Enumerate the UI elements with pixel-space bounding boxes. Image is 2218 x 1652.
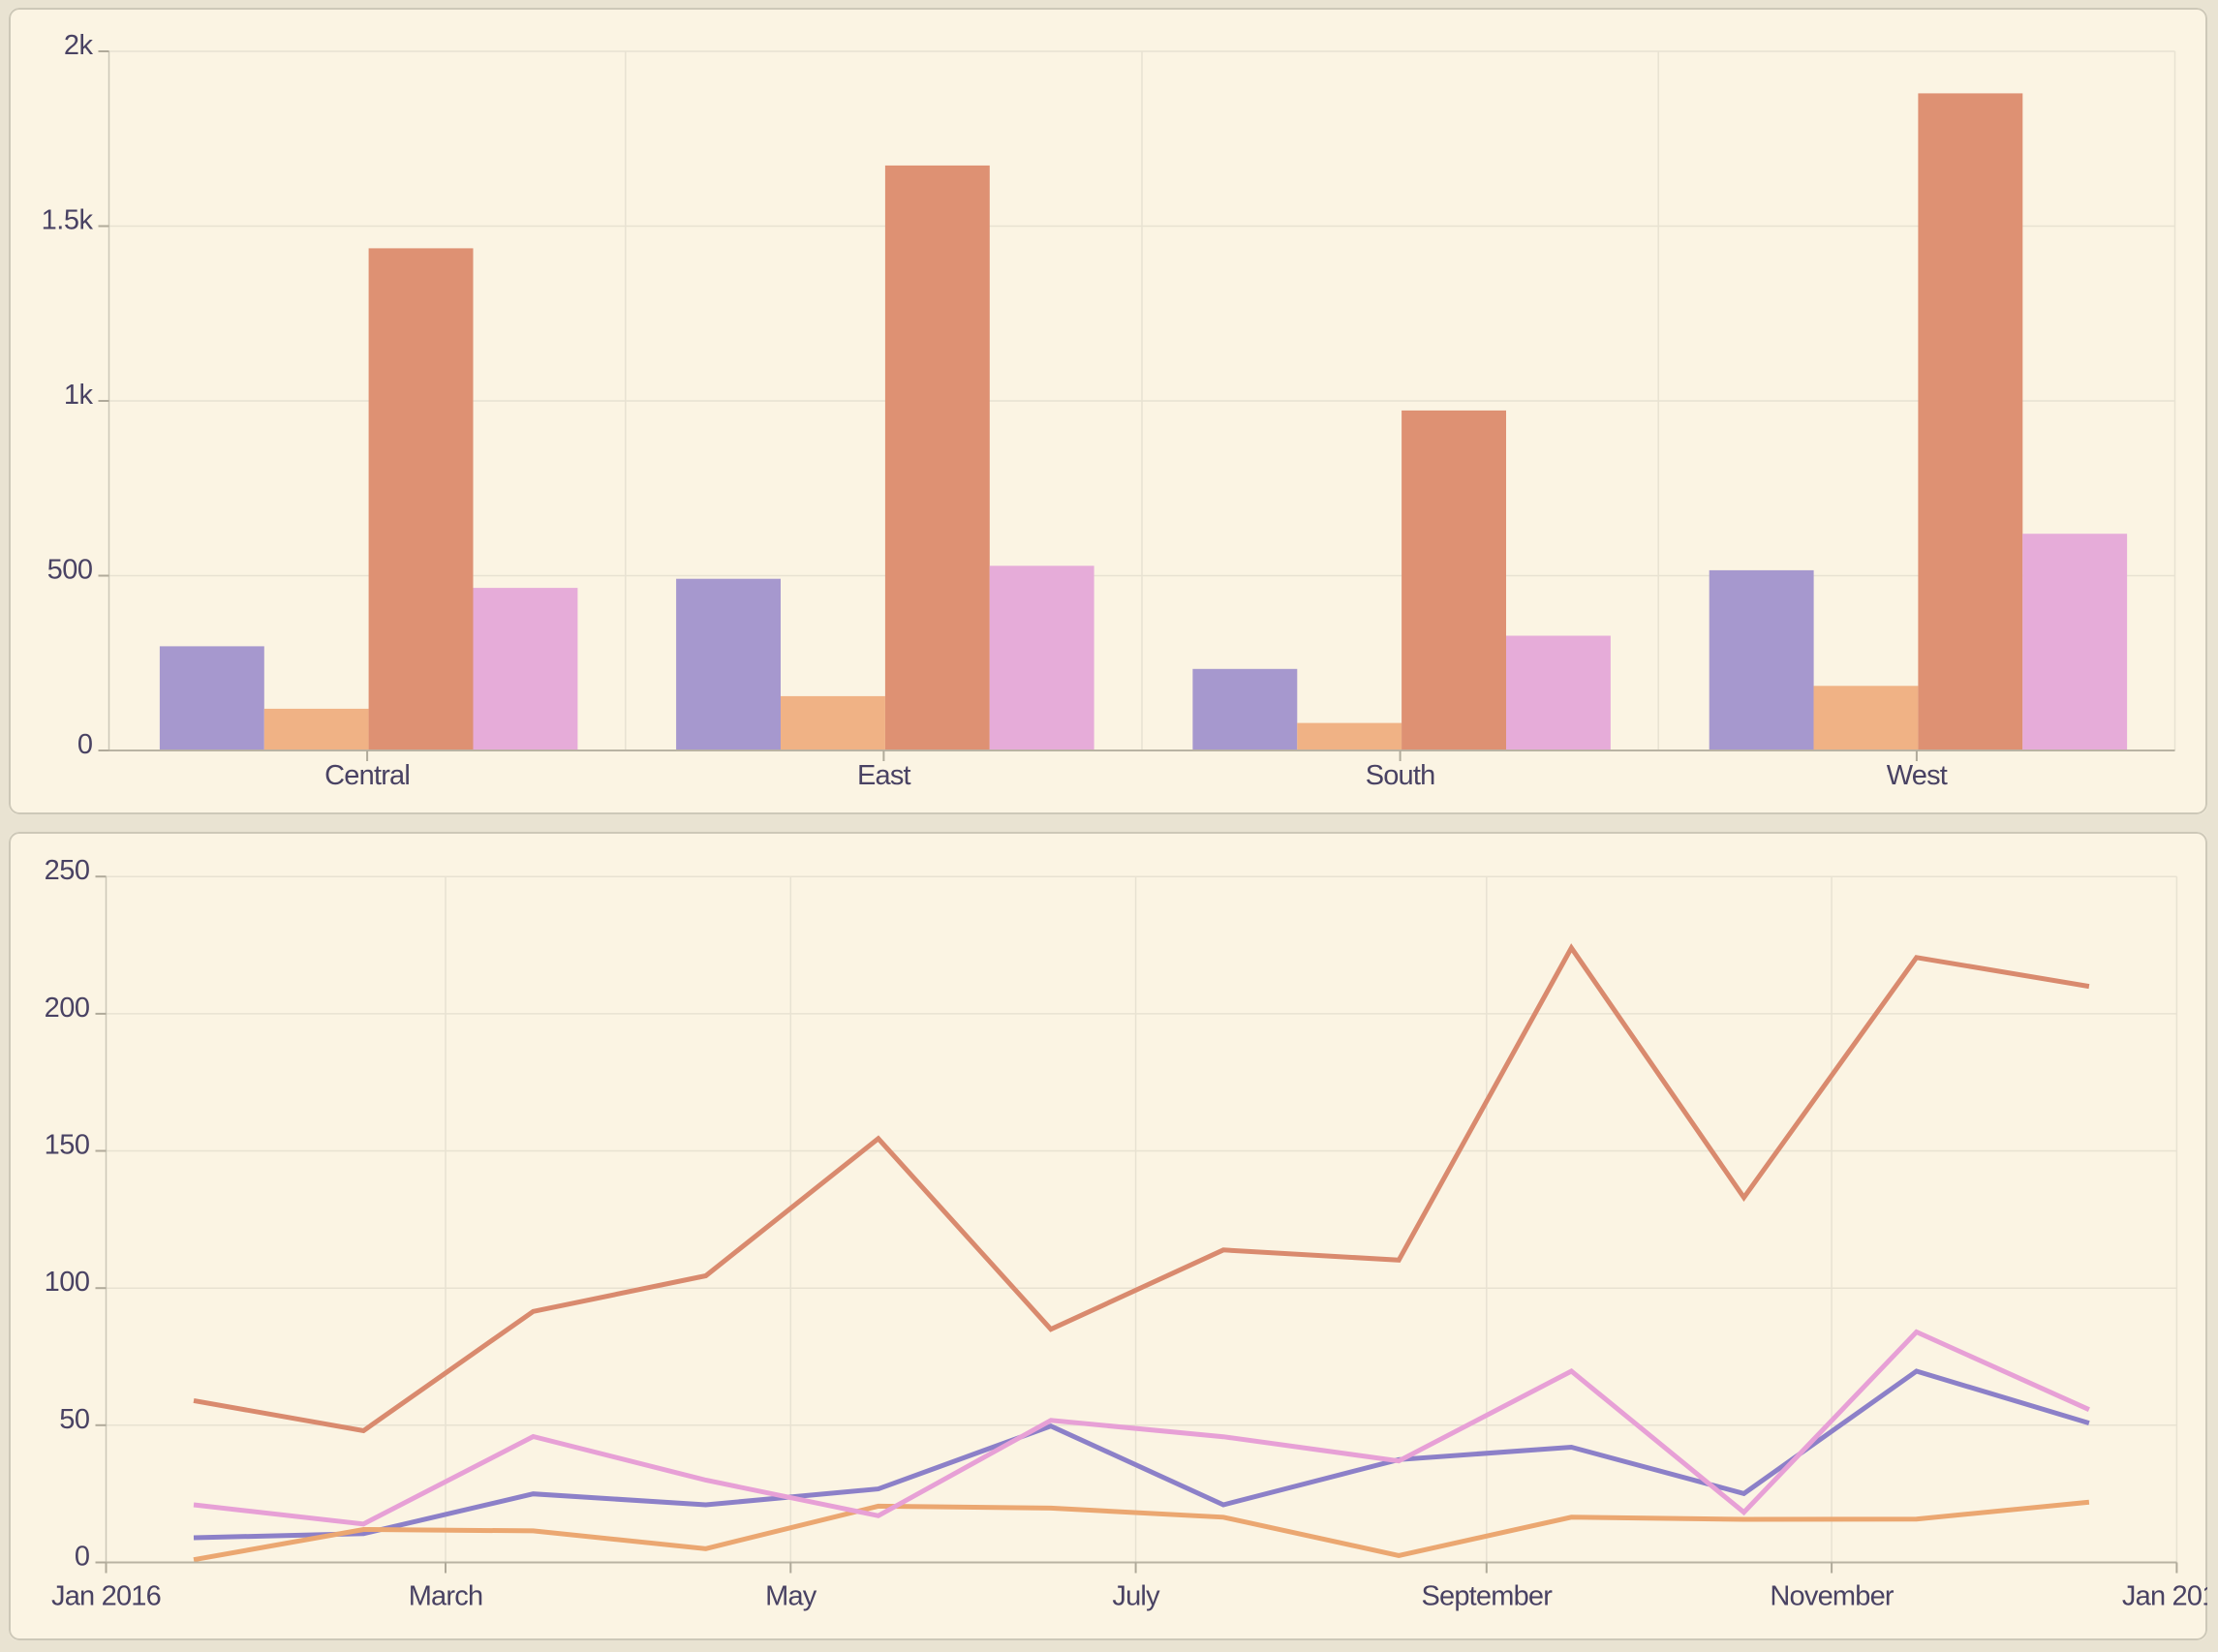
svg-text:May: May [765, 1581, 817, 1612]
svg-text:November: November [1770, 1581, 1895, 1612]
svg-text:150: 150 [45, 1130, 90, 1161]
svg-text:50: 50 [59, 1404, 89, 1435]
svg-text:September: September [1421, 1581, 1553, 1612]
svg-text:Jan 2016: Jan 2016 [51, 1581, 161, 1612]
svg-text:East: East [857, 760, 911, 791]
svg-text:July: July [1112, 1581, 1160, 1612]
svg-text:0: 0 [77, 729, 93, 760]
svg-text:1.5k: 1.5k [42, 205, 94, 236]
svg-text:250: 250 [45, 855, 90, 886]
svg-text:200: 200 [45, 993, 90, 1024]
svg-text:1k: 1k [64, 380, 94, 411]
svg-text:2k: 2k [64, 30, 94, 61]
svg-text:Central: Central [324, 760, 410, 791]
svg-text:Jan 2017: Jan 2017 [2122, 1581, 2207, 1612]
svg-text:500: 500 [47, 555, 93, 586]
svg-text:South: South [1366, 760, 1435, 791]
svg-text:March: March [409, 1581, 483, 1612]
svg-text:West: West [1887, 760, 1948, 791]
svg-text:0: 0 [75, 1542, 90, 1573]
svg-text:100: 100 [45, 1267, 90, 1298]
